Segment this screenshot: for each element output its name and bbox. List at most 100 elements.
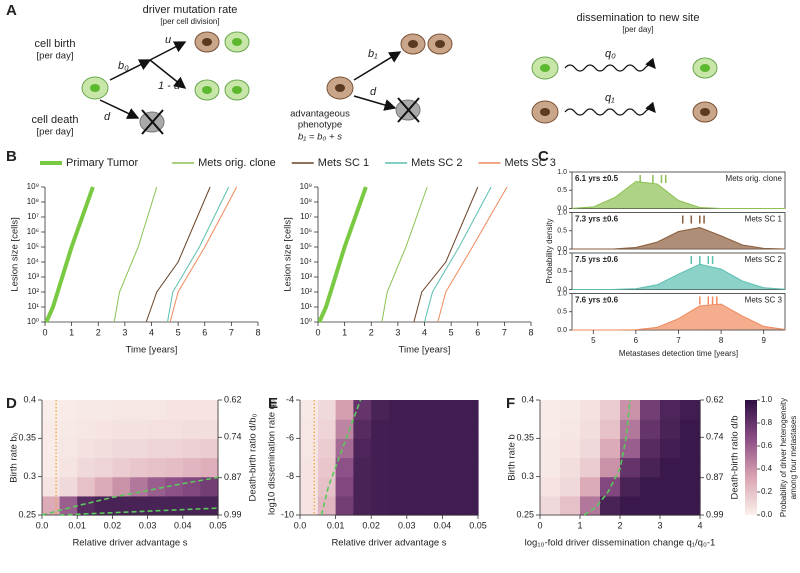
heat-cell <box>560 495 581 516</box>
heat-cell <box>112 419 131 439</box>
heat-cell <box>165 400 184 420</box>
heat-cell <box>389 457 408 478</box>
x-tick-label: 0.02 <box>362 520 380 530</box>
label: q₁ <box>605 92 615 104</box>
heat-cell <box>182 419 201 439</box>
heat-cell <box>300 495 319 516</box>
stat-label: 7.6 yrs ±0.6 <box>575 296 619 305</box>
heat-cell <box>147 419 166 439</box>
heat-cell <box>112 400 131 420</box>
panel-series-label: Mets orig. clone <box>726 174 783 183</box>
line <box>145 186 211 323</box>
heat-cell <box>42 457 61 478</box>
x-tick-label: 2 <box>96 327 101 337</box>
x-tick-label: 8 <box>719 336 724 345</box>
heat-cell <box>540 419 561 439</box>
label: [per cell division] <box>160 17 219 26</box>
heat-cell <box>620 419 641 439</box>
heat-cell <box>540 476 561 497</box>
line <box>317 186 368 323</box>
y-tick-label: -6 <box>286 433 294 443</box>
heat-cell <box>353 400 372 420</box>
heat-cell <box>580 419 601 439</box>
x-tick-label: 1 <box>342 327 347 337</box>
arrow <box>353 95 397 111</box>
contour-line <box>583 399 631 516</box>
heat-cell <box>442 476 461 497</box>
heat-cell <box>335 476 354 497</box>
x-tick-label: 4 <box>697 520 702 530</box>
x-tick-label: 6 <box>475 327 480 337</box>
heat-cell <box>317 457 337 478</box>
heat-cell <box>640 457 661 478</box>
heat-cell <box>406 457 426 478</box>
y-tick-label: 10⁶ <box>27 227 39 236</box>
heat-cell <box>424 419 443 439</box>
heat-cell <box>200 438 219 459</box>
heat-cell <box>460 400 479 420</box>
cell <box>326 76 354 100</box>
y-tick-label: 0.35 <box>516 433 534 443</box>
x-axis-label: Metastases detection time [years] <box>619 349 738 358</box>
heat-cell <box>580 476 601 497</box>
heat-cell <box>600 476 621 497</box>
cell <box>224 31 250 53</box>
label: b₁ <box>368 48 378 60</box>
heat-cell <box>442 419 461 439</box>
x-tick-label: 7 <box>229 327 234 337</box>
heat-cell <box>77 495 96 516</box>
heat-cell <box>317 495 337 516</box>
line <box>44 186 95 323</box>
heat-cell <box>620 400 641 420</box>
y-tick-label: 10⁷ <box>27 212 39 221</box>
x-tick-label: 5 <box>176 327 181 337</box>
heat-cell <box>300 457 319 478</box>
heat-cell <box>580 457 601 478</box>
panel-label: B <box>6 148 17 165</box>
heat-cell <box>335 400 354 420</box>
cell <box>194 79 220 101</box>
x-axis-label: Relative driver advantage s <box>331 538 446 549</box>
heat-cell <box>620 457 641 478</box>
y-tick-label: 0.4 <box>521 394 534 404</box>
arrow <box>353 51 402 81</box>
heat-cell <box>77 419 96 439</box>
y2-tick-label: 0.87 <box>706 472 724 482</box>
heat-cell <box>59 457 78 478</box>
y-tick-label: 1.0 <box>557 290 567 297</box>
cell <box>81 76 109 100</box>
label: cell death <box>31 114 78 126</box>
cell <box>692 57 718 79</box>
x-tick-label: 9 <box>761 336 766 345</box>
y-axis-label: Lesion size [cells] <box>10 217 21 291</box>
heat-cell <box>165 476 184 497</box>
y-tick-label: 0.5 <box>557 268 567 275</box>
panel-label: F <box>506 395 515 412</box>
y2-tick-label: 0.99 <box>706 509 724 519</box>
y-tick-label: -8 <box>286 471 294 481</box>
heat-cell <box>130 400 149 420</box>
heat-cell <box>389 419 408 439</box>
heat-cell <box>42 438 61 459</box>
y-tick-label: 0.5 <box>557 228 567 235</box>
label: b₁ = b₀ + s <box>298 132 342 143</box>
y-tick-label: 1.0 <box>557 169 567 176</box>
y-tick-label: 0.25 <box>18 509 36 519</box>
heat-cell <box>640 476 661 497</box>
line <box>437 186 508 323</box>
heat-cell <box>300 438 319 459</box>
y2-tick-label: 0.87 <box>224 472 242 482</box>
y-tick-label: 10⁰ <box>27 317 39 326</box>
x-tick-label: 4 <box>422 327 427 337</box>
heat-cell <box>94 438 113 459</box>
arrow <box>564 57 656 72</box>
heat-cell <box>406 400 426 420</box>
heat-cell <box>130 457 149 478</box>
heat-cell <box>182 495 201 516</box>
heat-cell <box>371 419 390 439</box>
heat-cell <box>59 438 78 459</box>
x-tick-label: 8 <box>255 327 260 337</box>
y-tick-label: 1.0 <box>557 209 567 216</box>
heat-cell <box>317 400 337 420</box>
x-tick-label: 3 <box>122 327 127 337</box>
